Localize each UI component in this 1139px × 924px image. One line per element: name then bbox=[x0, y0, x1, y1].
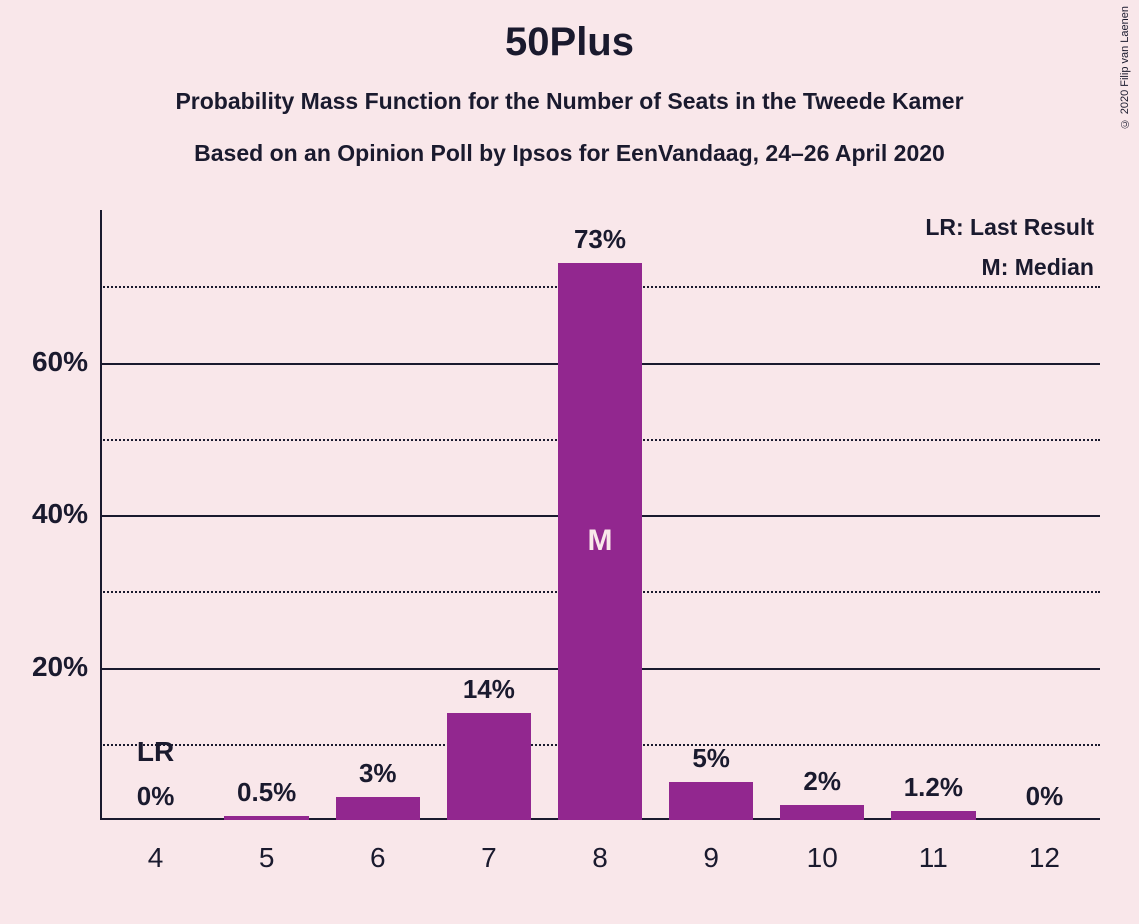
chart-subtitle-1: Probability Mass Function for the Number… bbox=[0, 88, 1139, 115]
bar bbox=[891, 811, 975, 820]
chart-subtitle-2: Based on an Opinion Poll by Ipsos for Ee… bbox=[0, 140, 1139, 167]
bar-value-label: 0% bbox=[96, 781, 216, 812]
x-tick-label: 12 bbox=[994, 842, 1094, 874]
x-tick-label: 4 bbox=[106, 842, 206, 874]
bar-value-label: 73% bbox=[540, 224, 660, 255]
copyright-text: © 2020 Filip van Laenen bbox=[1119, 6, 1131, 129]
bar-value-label: 5% bbox=[651, 743, 771, 774]
bar bbox=[336, 797, 420, 820]
x-tick-label: 8 bbox=[550, 842, 650, 874]
bar-annotation: LR bbox=[96, 736, 216, 768]
bar-value-label: 2% bbox=[762, 766, 882, 797]
bar bbox=[224, 816, 308, 820]
y-tick-label: 40% bbox=[8, 498, 88, 530]
x-tick-label: 6 bbox=[328, 842, 428, 874]
y-tick-label: 20% bbox=[8, 651, 88, 683]
bar-value-label: 3% bbox=[318, 758, 438, 789]
y-axis bbox=[100, 210, 102, 820]
y-tick-label: 60% bbox=[8, 346, 88, 378]
legend-item: M: Median bbox=[982, 254, 1094, 281]
bar-annotation: M bbox=[540, 524, 660, 558]
chart-title: 50Plus bbox=[0, 20, 1139, 65]
x-tick-label: 7 bbox=[439, 842, 539, 874]
bar bbox=[780, 805, 864, 820]
legend-item: LR: Last Result bbox=[925, 214, 1094, 241]
bar-value-label: 0.5% bbox=[207, 777, 327, 808]
bar-value-label: 0% bbox=[984, 781, 1104, 812]
x-tick-label: 5 bbox=[217, 842, 317, 874]
bar-value-label: 14% bbox=[429, 674, 549, 705]
bar-value-label: 1.2% bbox=[873, 772, 993, 803]
bar bbox=[669, 782, 753, 820]
x-tick-label: 10 bbox=[772, 842, 872, 874]
chart-plot-area: 0%0.5%3%14%73%5%2%1.2%0%LRM bbox=[100, 210, 1100, 820]
bar bbox=[447, 713, 531, 820]
x-tick-label: 9 bbox=[661, 842, 761, 874]
x-tick-label: 11 bbox=[883, 842, 983, 874]
